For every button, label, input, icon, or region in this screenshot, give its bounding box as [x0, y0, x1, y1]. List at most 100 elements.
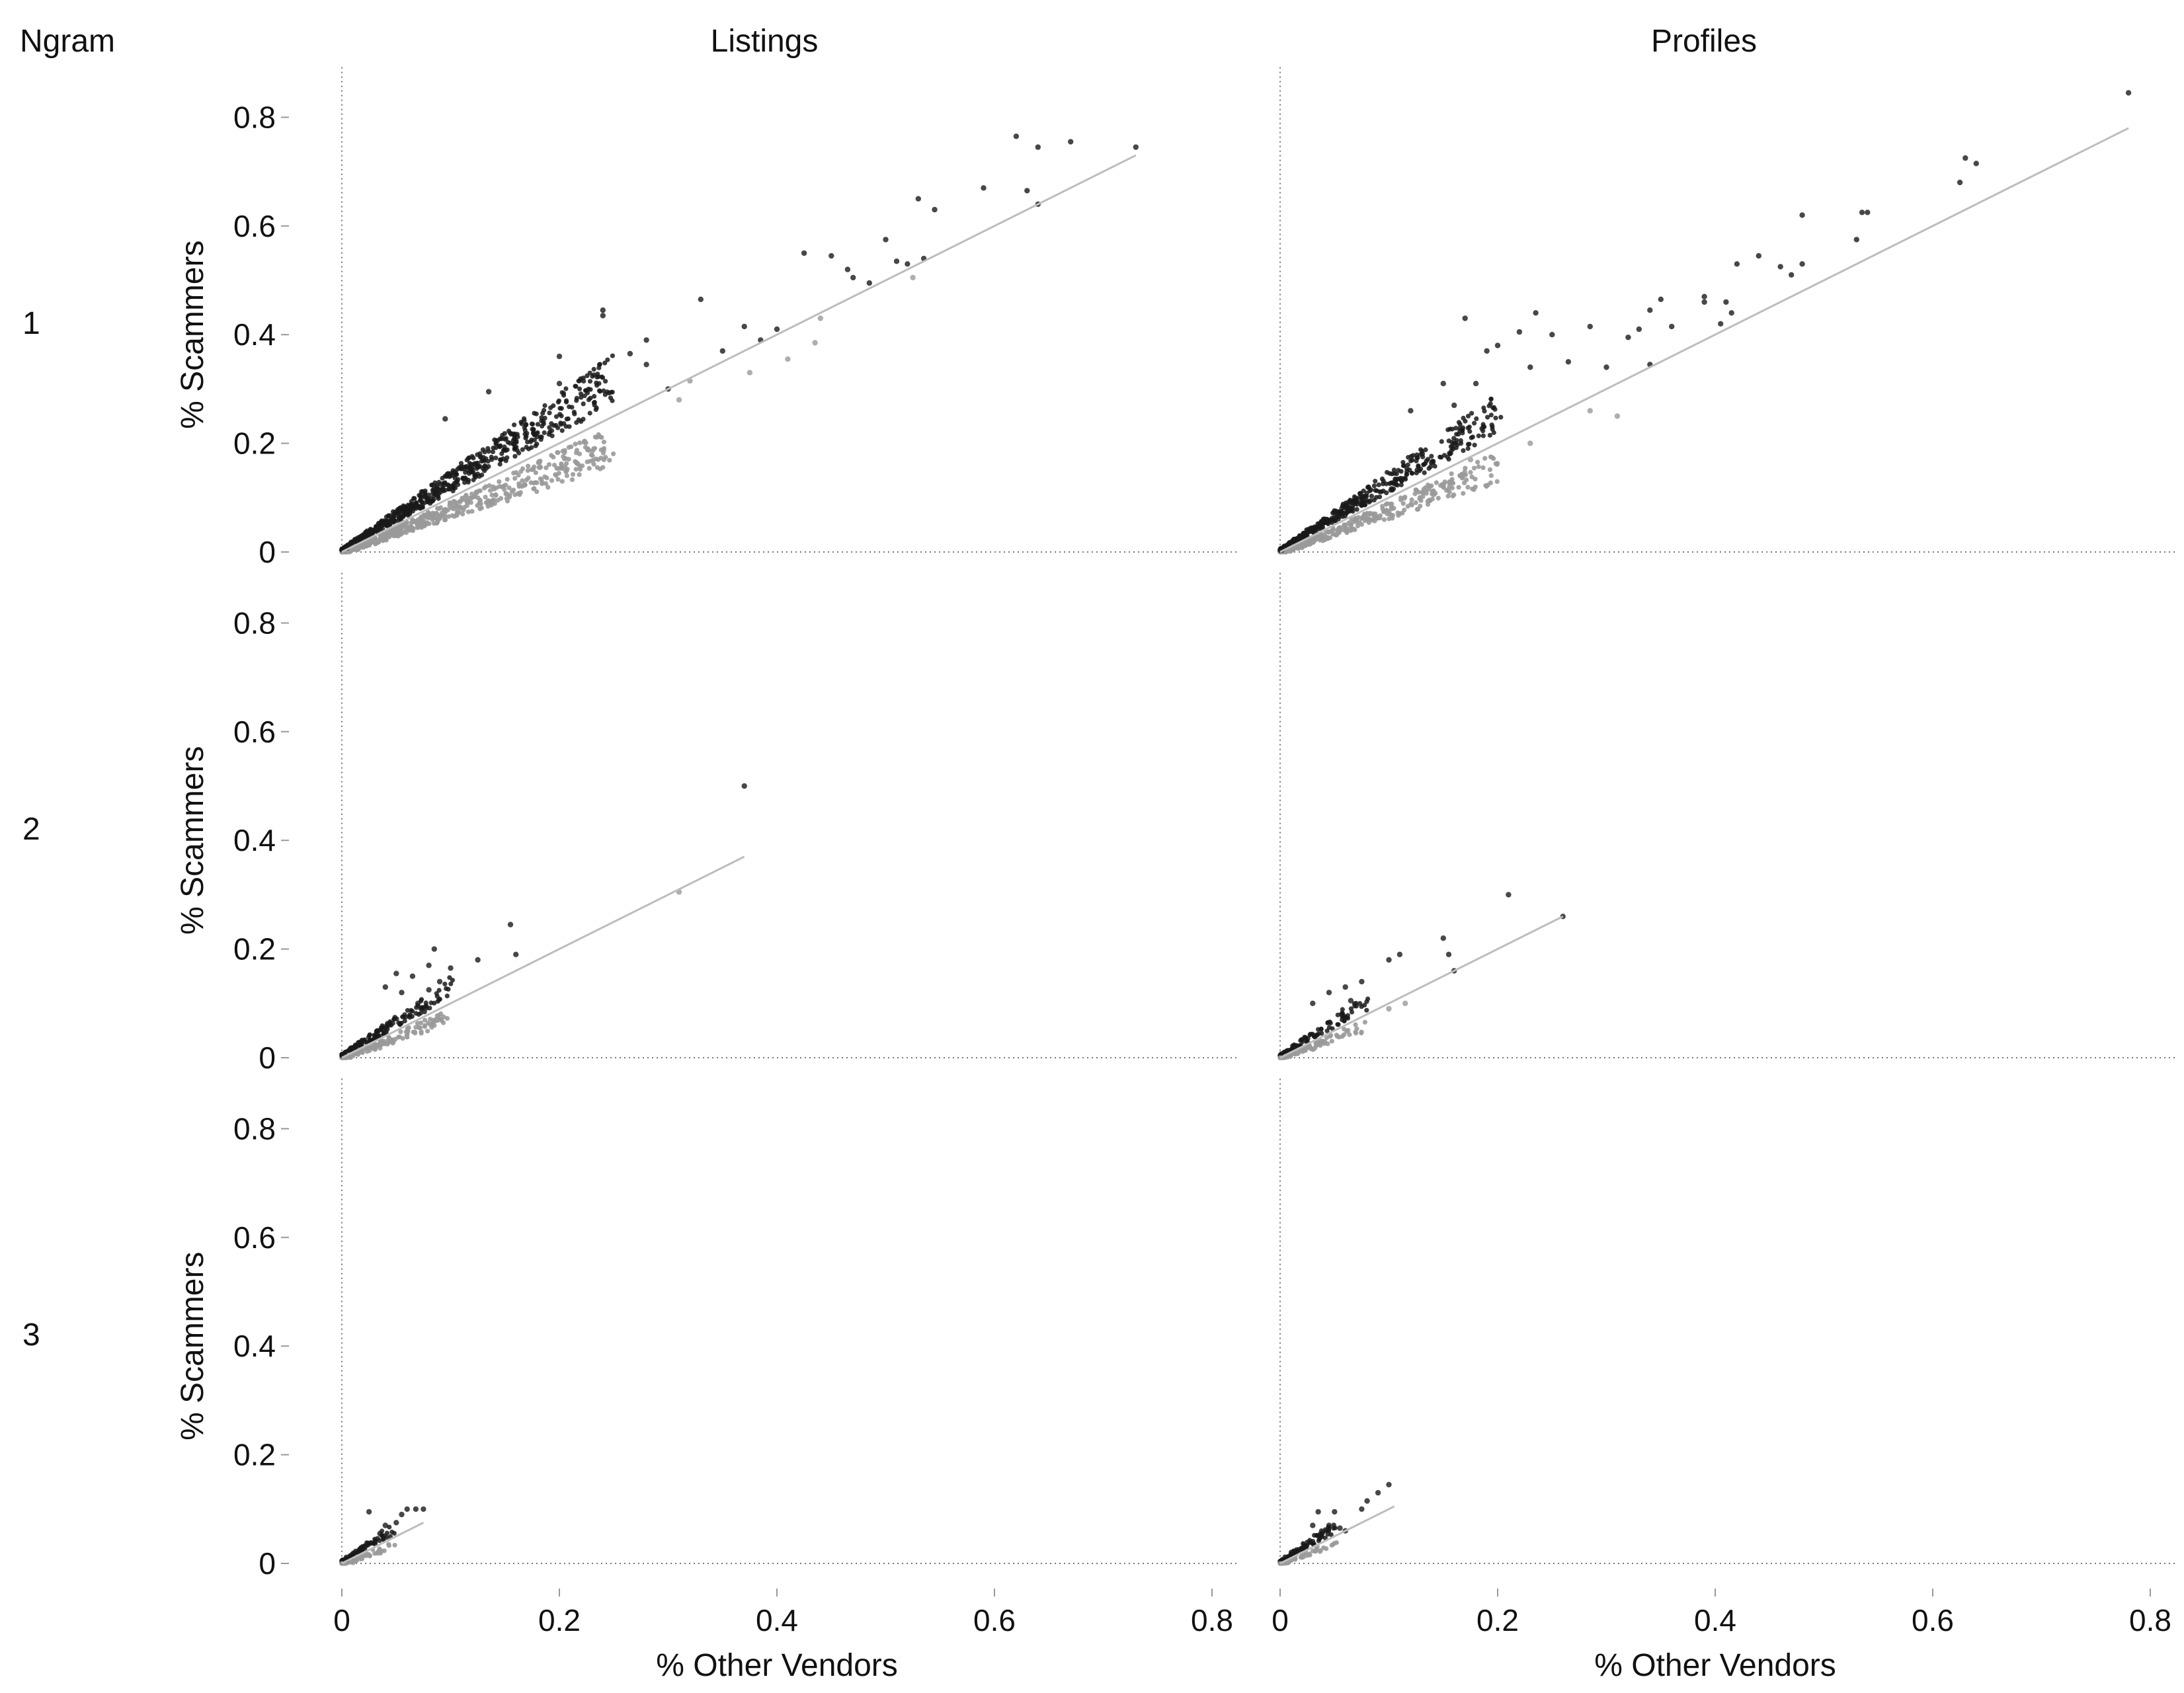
data-point — [372, 1538, 378, 1543]
data-point — [587, 379, 593, 384]
data-point — [1355, 524, 1360, 529]
data-point — [434, 485, 439, 490]
data-point — [416, 1011, 421, 1017]
data-point — [1420, 494, 1426, 499]
data-point — [386, 1543, 392, 1548]
data-point — [399, 1511, 405, 1518]
data-point — [1482, 424, 1487, 430]
data-point — [375, 540, 380, 545]
data-point — [1463, 465, 1468, 471]
data-point — [1447, 452, 1453, 457]
data-point — [1408, 458, 1414, 463]
data-point — [460, 496, 465, 501]
data-point — [785, 356, 791, 362]
data-point — [1328, 1021, 1333, 1026]
data-point — [396, 1020, 401, 1025]
data-point — [585, 373, 590, 379]
data-point — [378, 535, 383, 541]
data-point — [466, 471, 472, 476]
y-tick-label: 0.8 — [233, 100, 276, 134]
data-point — [1471, 487, 1476, 492]
data-point — [473, 489, 479, 494]
data-point — [530, 422, 536, 427]
data-point — [1420, 491, 1426, 496]
data-point — [1494, 342, 1501, 348]
data-point — [812, 340, 818, 346]
data-point — [469, 491, 475, 496]
data-point — [459, 466, 464, 471]
data-point — [475, 464, 480, 469]
x-axis-label: % Other Vendors — [656, 1648, 898, 1683]
data-point — [1625, 335, 1631, 340]
data-point — [801, 250, 807, 256]
data-point — [572, 411, 577, 416]
data-point — [1319, 519, 1324, 524]
data-point — [1013, 134, 1020, 139]
panel-listings-ngram-3: 0 0.2 0.4 0.6 0.8 % Scammers 0 0.2 0.4 0.6 0.8 % Ot… — [175, 1078, 1236, 1683]
data-point — [1527, 364, 1533, 370]
data-point — [382, 519, 388, 524]
data-point — [1494, 462, 1500, 467]
x-tick-label: 0.6 — [973, 1603, 1016, 1637]
data-point — [1426, 466, 1432, 471]
data-point — [1388, 488, 1393, 493]
data-point — [458, 499, 463, 504]
data-point — [436, 1013, 441, 1018]
data-point — [477, 501, 482, 506]
data-point — [1474, 416, 1479, 422]
data-point — [452, 485, 458, 491]
data-point — [1483, 483, 1488, 489]
data-point — [401, 1014, 406, 1019]
data-point — [1441, 453, 1447, 458]
data-point — [1962, 155, 1968, 161]
data-point — [503, 436, 508, 441]
data-point — [1451, 402, 1457, 409]
data-point — [560, 466, 565, 471]
data-point — [1389, 501, 1395, 506]
data-point — [1973, 161, 1979, 167]
data-point — [429, 1021, 435, 1027]
data-point — [512, 447, 517, 452]
column-title-profiles: Profiles — [1651, 24, 1757, 59]
data-point — [557, 406, 563, 411]
data-point — [535, 422, 541, 427]
data-point — [554, 465, 559, 471]
data-point — [1373, 488, 1378, 493]
data-point — [1331, 532, 1336, 537]
y-tick-label: 0.6 — [233, 1220, 276, 1255]
data-point — [383, 535, 388, 540]
data-point — [377, 523, 383, 528]
data-point — [516, 481, 522, 487]
data-point — [1471, 465, 1477, 471]
data-point — [436, 506, 442, 512]
data-point — [605, 357, 610, 362]
data-point — [1480, 433, 1486, 438]
data-point — [548, 405, 553, 411]
data-point — [1387, 516, 1392, 522]
x-tick-label: 0.8 — [2129, 1603, 2171, 1637]
x-tick-label: 0 — [1272, 1603, 1289, 1637]
data-point — [1446, 457, 1451, 462]
data-point — [458, 504, 463, 510]
data-point — [420, 489, 425, 494]
data-point — [524, 434, 529, 439]
data-point — [1364, 1498, 1370, 1504]
data-point — [559, 428, 565, 433]
data-point — [361, 1037, 366, 1043]
data-point — [562, 450, 567, 455]
data-point — [569, 444, 574, 450]
data-point — [1448, 444, 1453, 450]
data-point — [430, 483, 435, 488]
data-point — [518, 490, 523, 495]
data-point — [549, 421, 554, 426]
data-point — [448, 981, 454, 986]
y-tick-label: 0.2 — [233, 426, 276, 461]
data-point — [590, 374, 595, 379]
data-point — [370, 530, 375, 535]
data-point — [1957, 179, 1963, 186]
data-point — [443, 507, 449, 512]
data-point — [1347, 1032, 1352, 1037]
data-point — [1035, 144, 1041, 150]
data-point — [1449, 471, 1454, 477]
data-point — [483, 484, 489, 489]
